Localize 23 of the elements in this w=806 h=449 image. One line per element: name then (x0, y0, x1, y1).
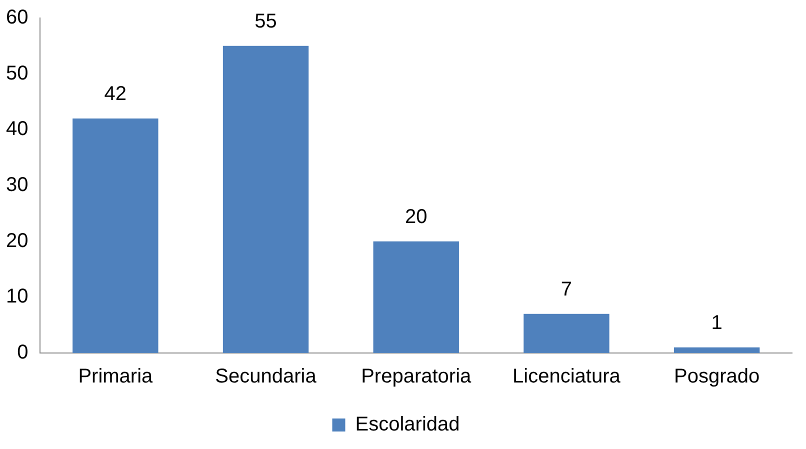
data-label: 7 (560, 278, 572, 300)
y-tick-label: 50 (6, 62, 28, 84)
x-tick-label: Primaria (78, 366, 154, 388)
y-tick-label: 30 (6, 174, 28, 196)
y-tick-label: 20 (6, 230, 28, 252)
x-tick-label: Preparatoria (361, 366, 472, 388)
data-label: 42 (104, 83, 127, 106)
data-label: 1 (711, 312, 722, 334)
x-tick-label: Licenciatura (512, 366, 622, 388)
bar (72, 118, 158, 353)
x-tick-label: Posgrado (674, 366, 760, 388)
bar (524, 314, 610, 353)
x-tick-label: Secundaria (215, 366, 318, 388)
y-tick-label: 40 (6, 118, 28, 140)
bar (674, 347, 760, 353)
y-tick-label: 60 (6, 6, 28, 29)
legend-label: Escolaridad (355, 414, 460, 436)
y-tick-label: 10 (6, 286, 28, 308)
y-tick-label: 0 (17, 342, 28, 364)
bar (222, 46, 309, 353)
data-label: 55 (254, 10, 277, 32)
bar (373, 241, 459, 353)
data-label: 20 (405, 206, 428, 228)
